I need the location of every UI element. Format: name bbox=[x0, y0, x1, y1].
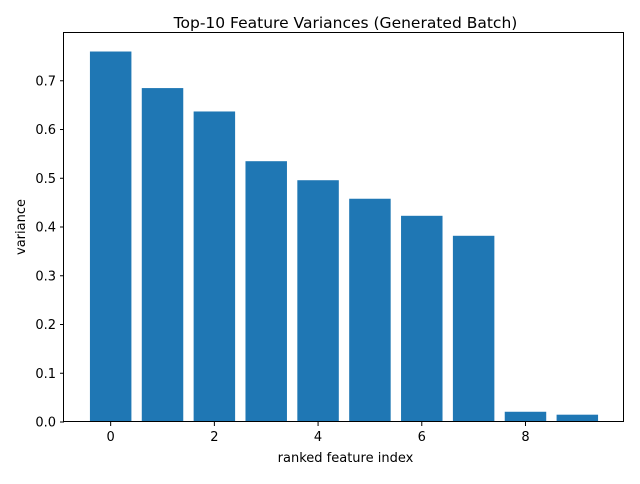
y-tick-label: 0.5 bbox=[35, 172, 56, 187]
x-tick-label: 8 bbox=[521, 430, 529, 445]
x-tick-label: 4 bbox=[314, 430, 322, 445]
y-tick-label: 0.1 bbox=[35, 367, 56, 382]
bars-group bbox=[89, 51, 599, 423]
y-tick-label: 0.2 bbox=[35, 318, 56, 333]
bar-2 bbox=[193, 111, 236, 422]
x-tick-label: 0 bbox=[107, 430, 115, 445]
plot-frame bbox=[63, 32, 624, 422]
y-tick-label: 0.4 bbox=[35, 221, 56, 236]
y-tick-label: 0.6 bbox=[35, 123, 56, 138]
bar-6 bbox=[401, 215, 443, 422]
bar-1 bbox=[141, 88, 184, 422]
bar-8 bbox=[504, 411, 547, 422]
x-tick-label: 6 bbox=[418, 430, 426, 445]
y-tick-label: 0.7 bbox=[35, 74, 56, 89]
x-axis-label: ranked feature index bbox=[278, 451, 414, 466]
x-axis-ticks: 0 2 4 6 8 bbox=[107, 422, 530, 445]
y-tick-label: 0.3 bbox=[35, 269, 56, 284]
x-tick-label: 2 bbox=[210, 430, 218, 445]
bar-5 bbox=[349, 198, 391, 422]
y-axis-label: variance bbox=[14, 199, 29, 255]
bar-7 bbox=[452, 235, 495, 422]
bar-9 bbox=[556, 414, 599, 422]
y-tick-label: 0.0 bbox=[35, 416, 56, 431]
bar-0 bbox=[89, 51, 132, 423]
bar-4 bbox=[297, 180, 339, 422]
chart-title: Top-10 Feature Variances (Generated Batc… bbox=[173, 14, 518, 32]
bar-3 bbox=[245, 161, 287, 422]
y-axis-ticks: 0.0 0.1 0.2 0.3 0.4 0.5 0.6 0.7 bbox=[35, 74, 64, 431]
